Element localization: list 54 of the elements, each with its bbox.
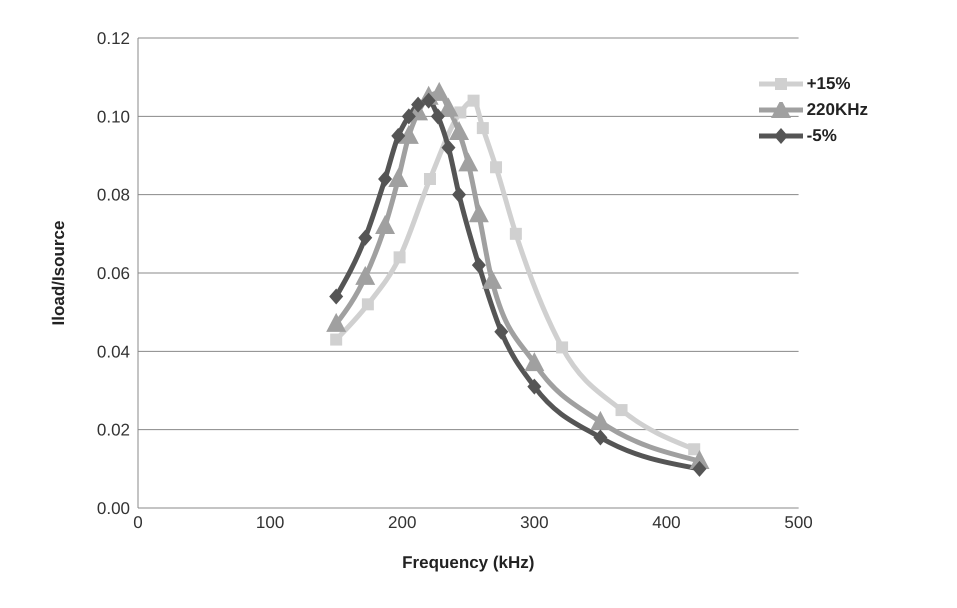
point (326, 312, 346, 332)
point (452, 186, 466, 203)
point (330, 334, 342, 346)
x-tick-label: 0 (133, 513, 143, 532)
point (692, 460, 706, 477)
y-tick-label: 0.06 (96, 264, 130, 284)
y-axis-title: Iload/Isource (49, 220, 68, 326)
legend-label: 220KHz (806, 100, 868, 120)
point (472, 257, 486, 274)
y-tick-label: 0.02 (96, 420, 130, 440)
point (476, 122, 489, 134)
point (422, 92, 436, 109)
point (510, 228, 522, 240)
point (424, 173, 436, 185)
point (378, 171, 392, 187)
y-tick-label: 0.00 (96, 499, 130, 518)
point (482, 270, 502, 289)
point (524, 352, 544, 372)
x-tick-label: 200 (388, 513, 416, 532)
point (556, 341, 568, 354)
point (441, 140, 456, 156)
x-tick-label: 500 (784, 513, 813, 532)
point (411, 96, 426, 113)
point (458, 152, 478, 172)
point (468, 94, 480, 107)
point (494, 324, 508, 340)
point (593, 430, 608, 446)
point (688, 443, 700, 456)
x-tick-label: 300 (520, 513, 549, 532)
y-tick-label: 0.12 (96, 29, 130, 48)
point (468, 203, 489, 222)
point (355, 266, 376, 285)
point (402, 108, 416, 124)
point (430, 108, 445, 124)
legend-label: -5% (806, 126, 837, 146)
point (398, 124, 419, 144)
point (449, 121, 470, 140)
x-tick-label: 400 (652, 513, 681, 532)
x-tick-label: 100 (256, 513, 284, 532)
point (375, 215, 396, 234)
point (394, 251, 406, 264)
y-tick-label: 0.10 (96, 107, 130, 126)
point (490, 161, 502, 174)
y-tick-label: 0.08 (96, 186, 130, 205)
point (527, 378, 542, 395)
x-axis-title: Frequency (kHz) (402, 553, 534, 572)
y-tick-label: 0.04 (96, 342, 130, 362)
point (329, 288, 344, 304)
point (358, 230, 372, 246)
legend-label: +15% (806, 74, 851, 94)
point (616, 404, 628, 416)
point (362, 298, 374, 310)
point (388, 168, 408, 187)
point (391, 128, 406, 144)
